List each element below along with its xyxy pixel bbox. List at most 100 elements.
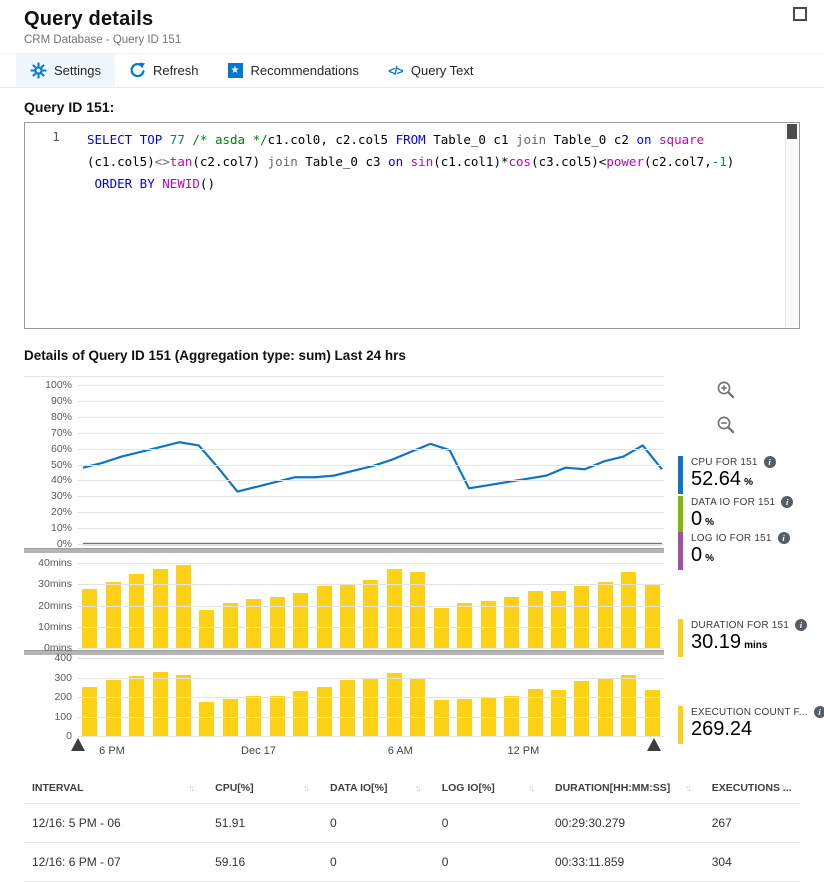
bar <box>410 571 426 648</box>
page-header: Query details CRM Database - Query ID 15… <box>0 0 824 46</box>
bar <box>644 690 660 736</box>
gridline <box>78 464 664 466</box>
bar <box>175 565 191 648</box>
scrollbar-thumb[interactable] <box>787 124 797 139</box>
y-tick-label: 50% <box>50 458 72 471</box>
legend-value: 52.64% <box>691 468 753 490</box>
gridline <box>78 716 664 718</box>
y-tick-label: 10mins <box>38 620 72 633</box>
legend-color-bar <box>678 619 683 657</box>
cpu-percent-chart: 100% 90% 80% 70% 60% 50% 40% 30% 20% 10% 0% <box>24 376 664 550</box>
charts-area: 100% 90% 80% 70% 60% 50% 40% 30% 20% 10% 0% 40mins… <box>24 376 824 765</box>
y-tick-label: 20mins <box>38 599 72 612</box>
bar <box>269 696 285 736</box>
recommendations-button[interactable]: ★ Recommendations <box>213 54 373 87</box>
bar <box>82 588 98 648</box>
sql-code[interactable]: SELECT TOP 77 /* asda */c1.col0, c2.col5… <box>87 132 735 191</box>
bar <box>527 689 543 736</box>
plots-column: 100% 90% 80% 70% 60% 50% 40% 30% 20% 10% 0% 40mins… <box>24 376 664 765</box>
gridline <box>78 605 664 607</box>
bar <box>574 681 590 736</box>
cell-interval: 12/16: 6 PM - 07 <box>24 842 208 882</box>
legend-value: 0% <box>691 544 715 566</box>
legend-label: CPU FOR 151 <box>691 456 758 468</box>
gridline <box>78 416 664 418</box>
bar <box>363 678 379 736</box>
x-axis-label: 6 AM <box>387 745 413 757</box>
zoom-in-icon[interactable] <box>716 380 736 400</box>
bar <box>316 586 332 648</box>
settings-button[interactable]: Settings <box>16 54 115 87</box>
maximize-icon[interactable] <box>793 7 807 21</box>
zoom-out-icon[interactable] <box>716 415 736 435</box>
gridline <box>78 626 664 628</box>
cell-cpu: 59.16 <box>207 842 322 882</box>
bar <box>199 701 215 736</box>
sort-icon: ↑↓ <box>414 783 422 793</box>
bar <box>621 674 637 736</box>
star-badge-icon: ★ <box>227 62 244 79</box>
column-header-interval[interactable]: INTERVAL ↑↓ <box>32 782 195 794</box>
gridline <box>78 544 664 545</box>
range-slider-right-handle[interactable] <box>647 738 662 751</box>
info-icon[interactable]: i <box>781 496 794 508</box>
gridline <box>78 512 664 514</box>
bar <box>386 672 402 736</box>
bar <box>410 679 426 736</box>
bar <box>175 674 191 736</box>
gridline <box>78 480 664 482</box>
bar <box>340 584 356 648</box>
bar <box>363 580 379 648</box>
column-header-data-io[interactable]: DATA IO[%] ↑↓ <box>329 782 422 794</box>
cell-cpu: 51.91 <box>207 803 322 843</box>
y-tick-label: 100% <box>45 379 72 391</box>
bar <box>433 699 449 736</box>
info-icon[interactable]: i <box>795 619 808 631</box>
gridline <box>78 528 664 530</box>
y-tick-label: 60% <box>50 442 72 455</box>
y-tick-label: 70% <box>50 426 72 439</box>
y-tick-label: 10% <box>50 522 72 535</box>
y-tick-label: 400 <box>54 652 72 664</box>
bar <box>386 569 402 648</box>
y-tick-label: 30mins <box>38 578 72 591</box>
bar <box>550 590 566 648</box>
gridline <box>78 448 664 450</box>
y-tick-label: 0% <box>56 538 72 550</box>
column-header-duration[interactable]: DURATION[HH:MM:SS] ↑↓ <box>554 782 692 794</box>
legend-value: 0% <box>691 508 715 530</box>
page-title: Query details <box>24 8 154 30</box>
column-header-executions[interactable]: EXECUTIONS ... ↑↓ <box>711 782 792 794</box>
legend-color-bar <box>678 532 683 570</box>
intervals-table: INTERVAL ↑↓ CPU[%] ↑↓ DATA IO[%] ↑↓ LOG IO[… <box>24 776 800 882</box>
query-text-button[interactable]: </> Query Text <box>373 54 488 87</box>
bar <box>340 680 356 736</box>
query-id-label: Query ID 151: <box>24 99 115 115</box>
cell-duration: 00:33:11.859 <box>546 842 704 882</box>
bar <box>222 603 238 648</box>
chart-separator <box>24 650 664 655</box>
cell-log-io: 0 <box>433 842 547 882</box>
bar <box>293 592 309 648</box>
y-tick-label: 40% <box>50 474 72 487</box>
info-icon[interactable]: i <box>813 706 824 718</box>
bar <box>621 571 637 648</box>
info-icon[interactable]: i <box>763 456 776 468</box>
editor-scrollbar[interactable] <box>785 124 798 327</box>
sql-editor[interactable]: 1 SELECT TOP 77 /* asda */c1.col0, c2.co… <box>24 122 800 329</box>
gear-icon <box>30 62 47 79</box>
range-slider-left-handle[interactable] <box>71 738 85 751</box>
info-icon[interactable]: i <box>777 532 790 544</box>
y-tick-label: 20% <box>50 506 72 519</box>
refresh-button[interactable]: Refresh <box>115 54 213 87</box>
duration-chart-grid: 40mins 30mins 20mins 10mins 0mins <box>38 557 664 654</box>
column-header-cpu[interactable]: CPU[%] ↑↓ <box>215 782 310 794</box>
column-header-log-io[interactable]: LOG IO[%] ↑↓ <box>441 782 535 794</box>
gridline <box>78 385 664 386</box>
cell-executions: 304 <box>703 842 800 882</box>
legend-label: DURATION FOR 151 <box>691 619 790 631</box>
gridline <box>78 677 664 679</box>
table-row: 12/16: 5 PM - 06 51.91 0 0 00:29:30.279 … <box>24 803 800 843</box>
bar <box>152 569 168 648</box>
legend-cpu: CPU FOR 151 i 52.64% <box>678 456 776 494</box>
